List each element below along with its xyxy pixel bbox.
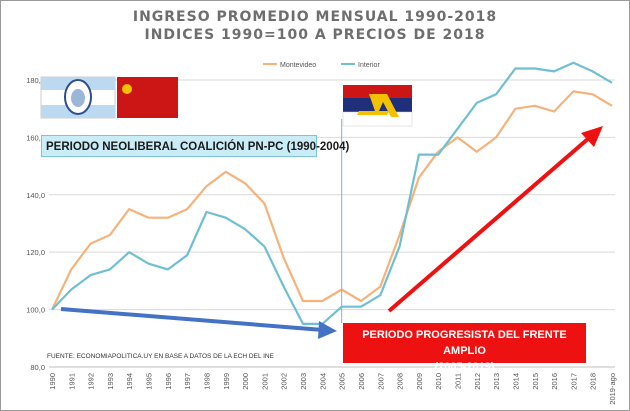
progressive-period-line1: PERIODO PROGRESISTA DEL FRENTE AMPLIO: [362, 329, 567, 357]
source-note: FUENTE: ECONOMIAPOLITICA.UY EN BASE A DA…: [47, 353, 274, 360]
x-tick-label: 2008: [396, 373, 405, 390]
neoliberal-period-label: PERIODO NEOLIBERAL COALICIÓN PN-PC (1990…: [41, 135, 349, 157]
y-tick-label: 80,0: [30, 363, 45, 372]
x-tick-label: 1999: [222, 373, 231, 390]
x-tick-label: 1995: [145, 373, 154, 390]
x-tick-label: 2011: [454, 373, 463, 389]
y-tick-label: 120,0: [26, 248, 45, 257]
growth-arrow-shaft: [387, 136, 591, 313]
sun-icon: [122, 84, 132, 94]
fa-flag-red-band: [343, 85, 412, 98]
x-tick-label: 1997: [183, 373, 192, 390]
legend-label: Montevideo: [280, 62, 316, 69]
x-tick-label: 2014: [511, 373, 520, 390]
coat-of-arms-inner: [71, 89, 85, 107]
x-tick-label: 1990: [48, 373, 57, 390]
x-tick-label: 2018: [589, 373, 598, 390]
x-tick-label: 2000: [241, 373, 250, 390]
progressive-period-line2: (2005-2019): [434, 361, 495, 373]
series-line-montevideo: [51, 90, 613, 311]
x-tick-label: 1992: [87, 373, 96, 390]
x-tick-label: 2013: [492, 373, 501, 390]
growth-arrow-head: [581, 126, 603, 147]
x-tick-label: 2004: [318, 373, 327, 390]
chart-title: INGRESO PROMEDIO MENSUAL 1990-2018: [132, 9, 498, 25]
x-tick-label: 2001: [260, 373, 269, 390]
legend-label: Interior: [358, 62, 380, 69]
x-tick-label: 2006: [357, 373, 366, 390]
x-tick-label: 2016: [550, 373, 559, 390]
chart-subtitle: INDICES 1990=100 A PRECIOS DE 2018: [144, 27, 486, 43]
x-tick-label: 2003: [299, 373, 308, 390]
x-tick-label: 2005: [338, 373, 347, 390]
x-tick-label: 1996: [164, 373, 173, 390]
legend: Montevideo Interior: [263, 62, 380, 69]
x-tick-label: 1991: [67, 373, 76, 390]
y-tick-label: 100,0: [26, 306, 45, 315]
x-tick-label: 2009: [415, 373, 424, 390]
series-line-interior: [51, 61, 613, 325]
y-tick-label: 140,0: [26, 191, 45, 200]
decorations: [40, 76, 603, 339]
y-axis: 80,0 100,0 120,0 140,0 160,0 180,0: [26, 76, 45, 372]
y-tick-label: 180,0: [26, 76, 45, 85]
series-lines: [51, 61, 613, 325]
decline-arrow-shaft: [60, 307, 324, 332]
x-tick-label: 2010: [434, 373, 443, 390]
x-tick-label: 2002: [280, 373, 289, 390]
x-tick-label: 2017: [569, 373, 578, 390]
x-tick-label: 2007: [376, 373, 385, 390]
x-tick-label: 2019-ago: [608, 373, 617, 405]
x-tick-label: 2015: [531, 373, 540, 390]
x-tick-label: 2012: [473, 373, 482, 390]
fa-emblem-icon: [357, 94, 399, 117]
x-axis: 1990 1991 1992 1993 1994 1995 1996 1997 1998 1999…: [48, 366, 617, 405]
red-flag: [117, 77, 178, 118]
progressive-period-label: PERIODO PROGRESISTA DEL FRENTE AMPLIO (2…: [343, 323, 586, 373]
x-tick-label: 1994: [125, 373, 134, 390]
y-tick-label: 160,0: [26, 133, 45, 142]
x-tick-label: 1993: [106, 373, 115, 390]
x-tick-label: 1998: [202, 373, 211, 390]
decline-arrow-head: [318, 321, 337, 339]
